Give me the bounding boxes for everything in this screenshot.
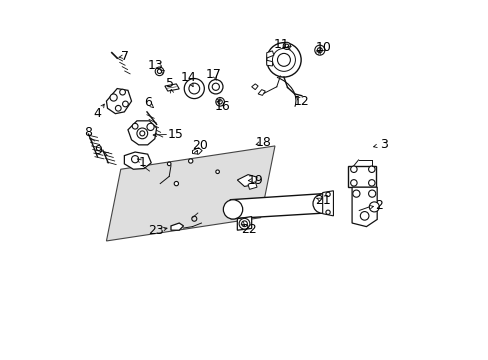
Circle shape <box>266 42 301 77</box>
Circle shape <box>122 101 128 107</box>
Circle shape <box>350 166 356 172</box>
Polygon shape <box>247 182 257 189</box>
Text: 15: 15 <box>167 127 183 141</box>
Polygon shape <box>230 194 325 219</box>
Text: 19: 19 <box>247 174 263 186</box>
Text: 7: 7 <box>121 50 129 63</box>
Polygon shape <box>128 121 156 145</box>
Text: 21: 21 <box>314 194 330 207</box>
Text: 13: 13 <box>147 59 163 72</box>
Circle shape <box>212 83 219 90</box>
Circle shape <box>350 180 356 186</box>
Text: 14: 14 <box>180 71 196 84</box>
Circle shape <box>283 42 290 49</box>
Circle shape <box>352 190 359 197</box>
Text: 8: 8 <box>84 126 92 139</box>
Text: 20: 20 <box>191 139 207 152</box>
Circle shape <box>110 94 117 101</box>
Text: 16: 16 <box>215 100 230 113</box>
Circle shape <box>368 202 379 212</box>
Circle shape <box>314 45 324 55</box>
Circle shape <box>312 194 332 213</box>
Circle shape <box>239 219 249 229</box>
Polygon shape <box>237 217 251 230</box>
Polygon shape <box>258 90 265 95</box>
Text: 18: 18 <box>255 136 270 149</box>
Polygon shape <box>348 166 376 187</box>
Text: 5: 5 <box>165 77 174 90</box>
Circle shape <box>188 159 192 163</box>
Text: 1: 1 <box>138 156 146 169</box>
Circle shape <box>131 156 139 163</box>
Circle shape <box>277 53 290 66</box>
Circle shape <box>188 83 199 94</box>
Polygon shape <box>322 191 333 216</box>
Polygon shape <box>124 152 151 169</box>
Text: 3: 3 <box>379 138 387 150</box>
Polygon shape <box>266 60 272 66</box>
Circle shape <box>215 170 219 174</box>
Circle shape <box>223 200 242 219</box>
Text: 10: 10 <box>315 41 331 54</box>
Text: 22: 22 <box>241 223 256 236</box>
Polygon shape <box>251 84 258 90</box>
Text: 4: 4 <box>93 107 101 120</box>
Text: 11: 11 <box>273 38 288 51</box>
Circle shape <box>368 190 375 197</box>
Polygon shape <box>106 146 274 241</box>
Polygon shape <box>192 148 202 154</box>
Circle shape <box>147 123 154 131</box>
Circle shape <box>174 181 178 186</box>
Polygon shape <box>266 51 273 58</box>
Polygon shape <box>106 89 131 114</box>
Text: 17: 17 <box>205 68 222 81</box>
Circle shape <box>368 166 374 172</box>
Circle shape <box>184 78 204 99</box>
Text: 12: 12 <box>293 95 308 108</box>
Text: 23: 23 <box>147 224 163 238</box>
Polygon shape <box>351 187 376 226</box>
Circle shape <box>167 162 171 166</box>
Circle shape <box>272 48 295 71</box>
Text: 6: 6 <box>144 96 152 109</box>
Text: 2: 2 <box>374 199 382 212</box>
Polygon shape <box>237 175 257 186</box>
Circle shape <box>115 105 121 111</box>
Circle shape <box>368 180 374 186</box>
Polygon shape <box>164 84 179 91</box>
Circle shape <box>215 98 224 106</box>
Text: 9: 9 <box>94 144 102 157</box>
Circle shape <box>155 67 163 76</box>
Circle shape <box>360 212 368 220</box>
Circle shape <box>120 89 125 95</box>
Circle shape <box>132 123 138 129</box>
Circle shape <box>208 80 223 94</box>
Circle shape <box>137 128 147 139</box>
Polygon shape <box>171 223 183 230</box>
